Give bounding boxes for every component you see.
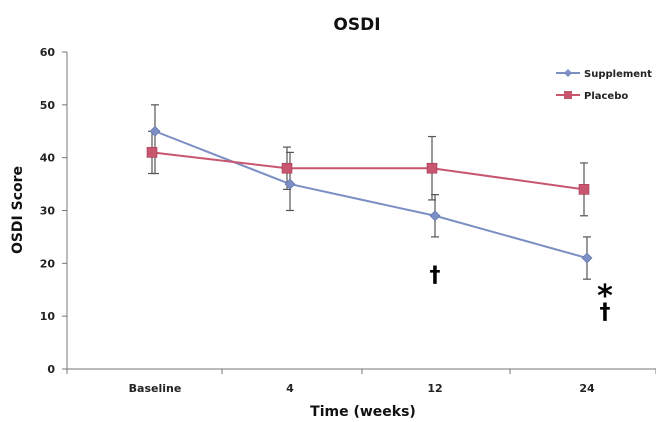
legend-label: Supplement — [584, 69, 652, 80]
y-tick-label: 30 — [40, 205, 56, 218]
x-tick-label: 4 — [286, 382, 294, 395]
y-tick-label: 0 — [47, 363, 55, 376]
chart-title: OSDI — [333, 15, 380, 35]
y-tick-label: 10 — [40, 310, 56, 323]
data-point-supplement — [429, 210, 441, 222]
error-bars — [148, 104, 591, 280]
legend: Supplement Placebo — [556, 69, 652, 102]
axes: 0 10 20 30 40 50 60 Baseline 4 12 24 — [40, 46, 656, 395]
y-tick-label: 60 — [40, 46, 56, 59]
legend-label: Placebo — [584, 91, 628, 102]
y-tick-label: 40 — [40, 152, 56, 165]
data-point-supplement — [149, 125, 161, 137]
x-tick-label: 12 — [427, 382, 442, 395]
legend-marker — [564, 91, 572, 99]
data-point-supplement — [284, 178, 296, 190]
y-axis-label: OSDI Score — [10, 166, 26, 254]
data-point-placebo — [146, 147, 158, 158]
data-point-placebo — [426, 162, 438, 174]
significance-mark: † — [430, 263, 441, 288]
data-point-placebo — [281, 162, 293, 174]
y-tick-label: 20 — [40, 257, 56, 270]
legend-marker — [564, 69, 572, 77]
annotations: †*† — [430, 263, 614, 325]
series-lines — [151, 130, 588, 260]
x-axis-label: Time (weeks) — [310, 404, 416, 420]
data-point-placebo — [578, 184, 590, 195]
x-tick-label: 24 — [579, 382, 595, 395]
series-markers — [146, 125, 593, 264]
data-point-supplement — [581, 252, 593, 264]
series-line-supplement — [154, 130, 588, 260]
significance-mark: * — [597, 279, 613, 314]
series-line-placebo — [151, 151, 585, 191]
y-tick-label: 50 — [40, 99, 56, 112]
significance-mark: † — [600, 300, 611, 325]
x-tick-label: Baseline — [129, 382, 182, 395]
